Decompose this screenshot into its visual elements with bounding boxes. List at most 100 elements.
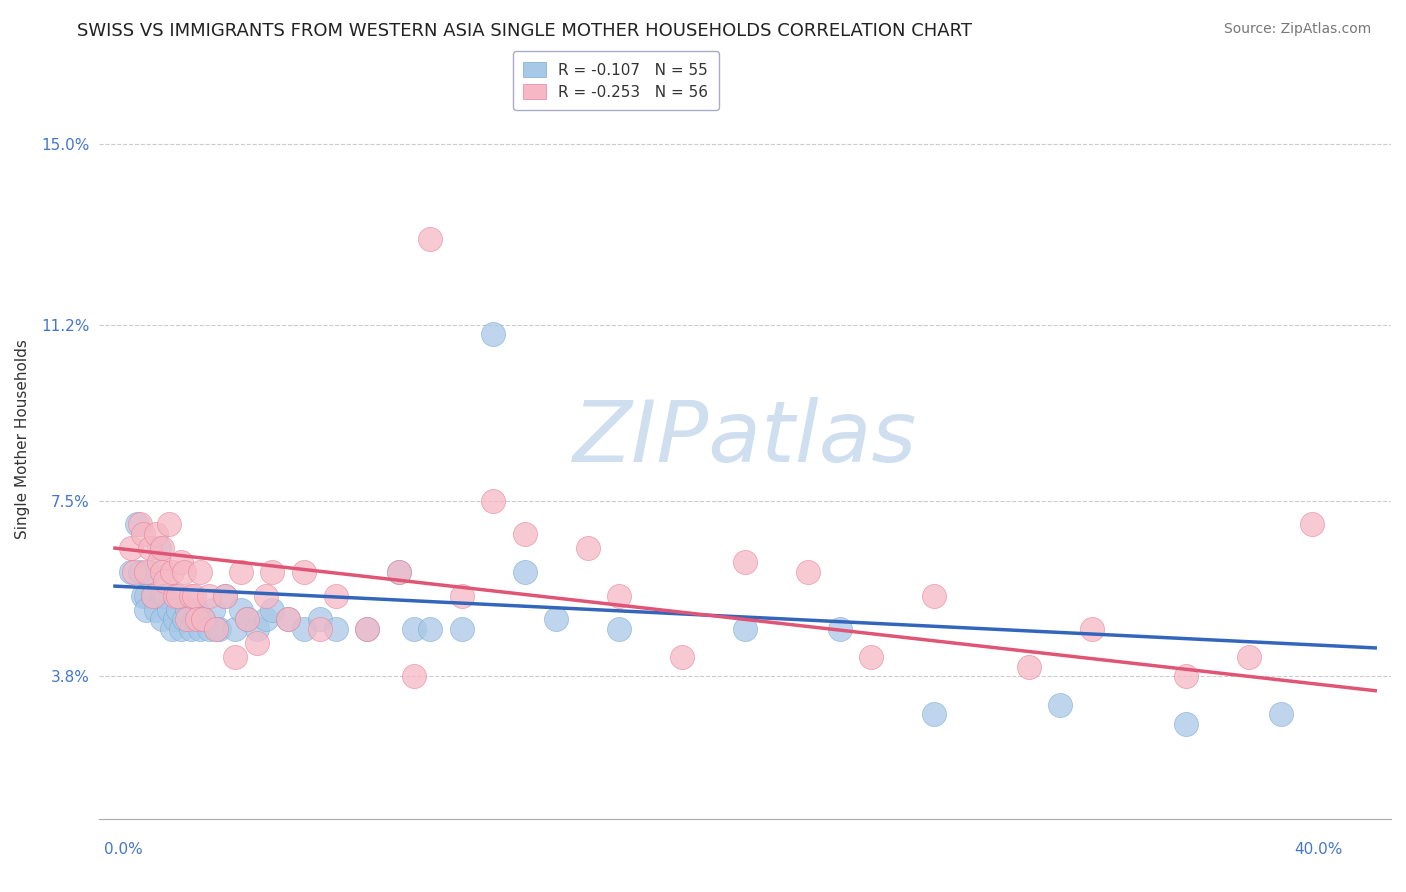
Legend: R = -0.107   N = 55, R = -0.253   N = 56: R = -0.107 N = 55, R = -0.253 N = 56 <box>513 51 720 111</box>
Point <box>356 622 378 636</box>
Point <box>198 589 221 603</box>
Point <box>120 565 142 579</box>
Point <box>254 589 277 603</box>
Point <box>1049 698 1071 712</box>
Point <box>387 565 409 579</box>
Point <box>157 603 180 617</box>
Point <box>129 565 152 579</box>
Point <box>246 622 269 636</box>
Point <box>922 589 945 603</box>
Point <box>292 565 315 579</box>
Point <box>135 603 157 617</box>
Point <box>607 622 630 636</box>
Point <box>150 589 173 603</box>
Point <box>419 232 441 246</box>
Point <box>254 612 277 626</box>
Point <box>176 612 198 626</box>
Point <box>1175 669 1198 683</box>
Point <box>208 622 231 636</box>
Point <box>186 612 208 626</box>
Point <box>122 565 145 579</box>
Point <box>356 622 378 636</box>
Point <box>155 574 177 589</box>
Point <box>262 603 284 617</box>
Point <box>167 603 190 617</box>
Point <box>214 589 236 603</box>
Point <box>482 327 505 342</box>
Point <box>214 589 236 603</box>
Point <box>450 622 472 636</box>
Text: 0.0%: 0.0% <box>104 842 143 856</box>
Point <box>224 622 246 636</box>
Point <box>1237 650 1260 665</box>
Point <box>229 603 252 617</box>
Y-axis label: Single Mother Households: Single Mother Households <box>15 339 30 539</box>
Point <box>188 622 211 636</box>
Point <box>860 650 883 665</box>
Point <box>292 622 315 636</box>
Point <box>188 565 211 579</box>
Point <box>246 636 269 650</box>
Point <box>180 622 202 636</box>
Point <box>277 612 299 626</box>
Point <box>170 622 193 636</box>
Point <box>132 589 155 603</box>
Point <box>142 589 165 603</box>
Point <box>198 622 221 636</box>
Point <box>262 565 284 579</box>
Point <box>734 555 756 569</box>
Point <box>138 541 160 555</box>
Point <box>404 669 426 683</box>
Point <box>173 612 195 626</box>
Point <box>163 589 186 603</box>
Point <box>236 612 259 626</box>
Point <box>193 612 215 626</box>
Point <box>1080 622 1102 636</box>
Point <box>170 555 193 569</box>
Point <box>1018 660 1040 674</box>
Point <box>148 541 170 555</box>
Point <box>120 541 142 555</box>
Point <box>135 589 157 603</box>
Point <box>155 589 177 603</box>
Point <box>277 612 299 626</box>
Point <box>671 650 693 665</box>
Point <box>150 565 173 579</box>
Point <box>308 622 330 636</box>
Point <box>150 541 173 555</box>
Point <box>180 589 202 603</box>
Point <box>229 565 252 579</box>
Point <box>387 565 409 579</box>
Point <box>150 612 173 626</box>
Point <box>132 526 155 541</box>
Point <box>828 622 851 636</box>
Point <box>450 589 472 603</box>
Text: SWISS VS IMMIGRANTS FROM WESTERN ASIA SINGLE MOTHER HOUSEHOLDS CORRELATION CHART: SWISS VS IMMIGRANTS FROM WESTERN ASIA SI… <box>77 22 973 40</box>
Point <box>325 589 347 603</box>
Point <box>236 612 259 626</box>
Point <box>183 589 205 603</box>
Point <box>482 493 505 508</box>
Point <box>308 612 330 626</box>
Point <box>125 517 148 532</box>
Point <box>160 565 183 579</box>
Point <box>135 565 157 579</box>
Point <box>734 622 756 636</box>
Point <box>204 622 226 636</box>
Text: Source: ZipAtlas.com: Source: ZipAtlas.com <box>1223 22 1371 37</box>
Point <box>193 612 215 626</box>
Point <box>544 612 567 626</box>
Point <box>148 555 170 569</box>
Point <box>167 589 190 603</box>
Point <box>176 603 198 617</box>
Point <box>204 622 226 636</box>
Point <box>157 517 180 532</box>
Point <box>1175 717 1198 731</box>
Point <box>186 603 208 617</box>
Text: ZIPatlas: ZIPatlas <box>574 397 917 480</box>
Point <box>404 622 426 636</box>
Point <box>325 622 347 636</box>
Point <box>160 622 183 636</box>
Point <box>607 589 630 603</box>
Point <box>797 565 820 579</box>
